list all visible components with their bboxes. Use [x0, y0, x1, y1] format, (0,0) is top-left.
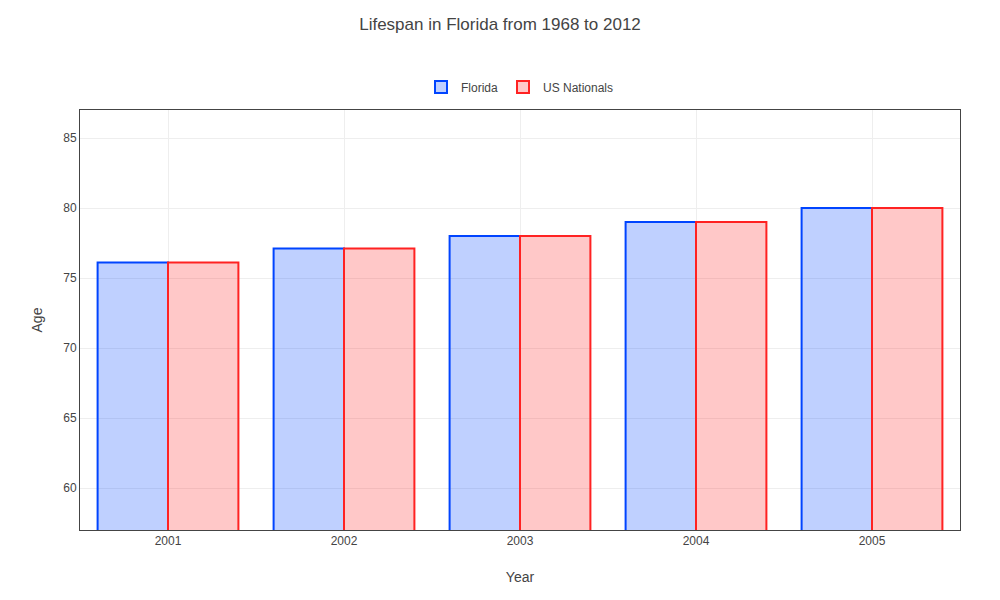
svg-text:70: 70	[63, 341, 77, 355]
svg-text:Florida: Florida	[461, 81, 498, 95]
svg-text:2001: 2001	[155, 534, 182, 548]
svg-text:85: 85	[63, 131, 77, 145]
svg-text:60: 60	[63, 481, 77, 495]
svg-text:Year: Year	[506, 569, 535, 585]
svg-text:75: 75	[63, 271, 77, 285]
svg-text:Age: Age	[29, 307, 45, 332]
svg-text:2004: 2004	[683, 534, 710, 548]
svg-text:2005: 2005	[859, 534, 886, 548]
svg-text:US Nationals: US Nationals	[543, 81, 613, 95]
svg-text:2002: 2002	[331, 534, 358, 548]
svg-text:Lifespan in Florida from 1968: Lifespan in Florida from 1968 to 2012	[359, 15, 641, 34]
svg-text:65: 65	[63, 411, 77, 425]
svg-text:2003: 2003	[507, 534, 534, 548]
svg-text:80: 80	[63, 201, 77, 215]
